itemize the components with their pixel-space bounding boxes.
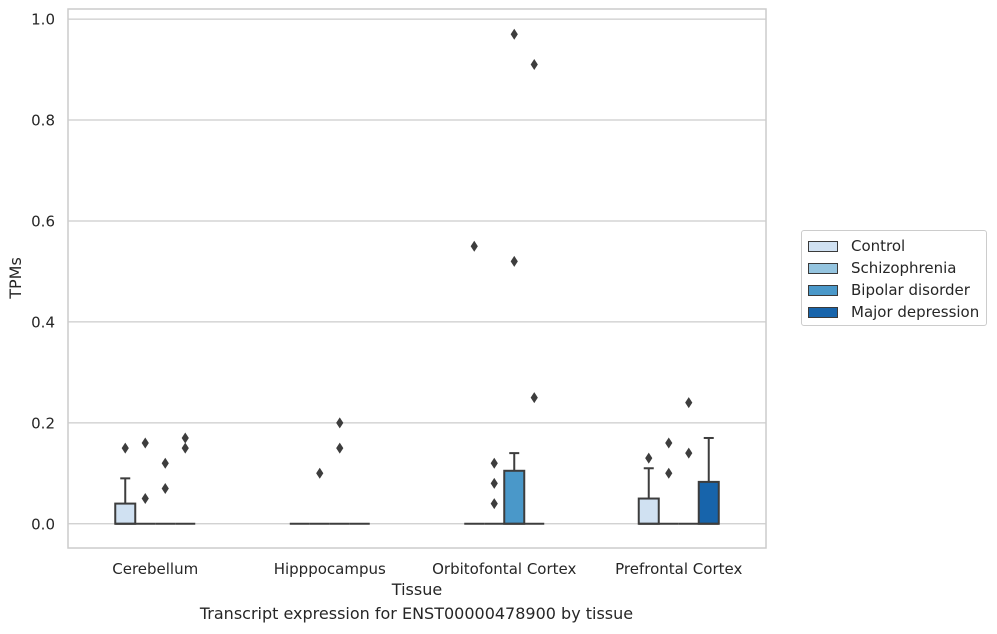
- legend-item-depression: Major depression: [808, 303, 979, 321]
- y-tick-labels: 0.0 0.2 0.4 0.6 0.8 1.0: [31, 11, 55, 534]
- outlier-point: [665, 437, 673, 449]
- outlier-point: [181, 442, 189, 454]
- box-3-3: [697, 436, 720, 525]
- y-tick-label: 1.0: [31, 11, 55, 29]
- outlier-point: [685, 397, 693, 409]
- legend-swatch-control: [808, 240, 838, 252]
- outlier-point: [141, 437, 149, 449]
- box-rect: [637, 497, 660, 525]
- x-tick-labels: Cerebellum Hipppocampus Orbitofontal Corte…: [112, 560, 742, 578]
- x-tick-label: Cerebellum: [112, 560, 198, 578]
- gridlines: [68, 18, 766, 525]
- legend: Control Schizophrenia Bipolar disorder M…: [801, 230, 987, 326]
- outlier-point: [685, 447, 693, 459]
- outlier-point: [510, 28, 518, 40]
- y-tick-label: 0.6: [31, 212, 55, 230]
- x-tick-label: Prefrontal Cortex: [615, 560, 742, 578]
- legend-swatch-schizophrenia: [808, 262, 838, 274]
- outlier-point: [181, 432, 189, 444]
- outlier-point: [336, 442, 344, 454]
- outlier-point: [490, 498, 498, 510]
- box-0-0: [114, 477, 137, 525]
- outlier-point: [530, 392, 538, 404]
- box-2-2: [503, 452, 526, 525]
- y-tick-label: 0.0: [31, 515, 55, 533]
- outlier-point: [141, 493, 149, 505]
- y-tick-label: 0.8: [31, 112, 55, 130]
- outlier-point: [510, 255, 518, 267]
- plot-frame: [67, 8, 767, 549]
- chart-caption: Transcript expression for ENST0000047890…: [199, 604, 634, 623]
- legend-label-bipolar: Bipolar disorder: [851, 281, 970, 299]
- outlier-point: [336, 417, 344, 429]
- legend-label-schizophrenia: Schizophrenia: [851, 259, 957, 277]
- y-tick-label: 0.2: [31, 414, 55, 432]
- box-0-3: [637, 467, 660, 525]
- box-rect: [697, 480, 720, 525]
- legend-label-control: Control: [851, 237, 906, 255]
- box-rect: [503, 469, 526, 525]
- box-layer: [114, 436, 720, 525]
- y-tick-label: 0.4: [31, 313, 55, 331]
- x-tick-label: Orbitofontal Cortex: [432, 560, 576, 578]
- legend-item-schizophrenia: Schizophrenia: [808, 259, 956, 277]
- legend-label-depression: Major depression: [851, 303, 980, 321]
- outlier-point: [161, 457, 169, 469]
- outlier-point: [645, 452, 653, 464]
- legend-item-control: Control: [808, 237, 905, 255]
- legend-swatch-depression: [808, 306, 838, 318]
- y-axis-label: TPMs: [6, 257, 25, 300]
- outlier-point: [121, 442, 129, 454]
- x-axis-label: Tissue: [391, 580, 442, 599]
- outlier-point: [665, 467, 673, 479]
- x-tick-label: Hipppocampus: [274, 560, 386, 578]
- outlier-point: [316, 467, 324, 479]
- outlier-point: [161, 482, 169, 494]
- legend-item-bipolar: Bipolar disorder: [808, 281, 970, 299]
- outlier-layer: [121, 28, 693, 510]
- outlier-point: [490, 457, 498, 469]
- box-rect: [114, 502, 137, 525]
- outlier-point: [490, 477, 498, 489]
- outlier-point: [530, 59, 538, 71]
- legend-swatch-bipolar: [808, 284, 838, 296]
- outlier-point: [470, 240, 478, 252]
